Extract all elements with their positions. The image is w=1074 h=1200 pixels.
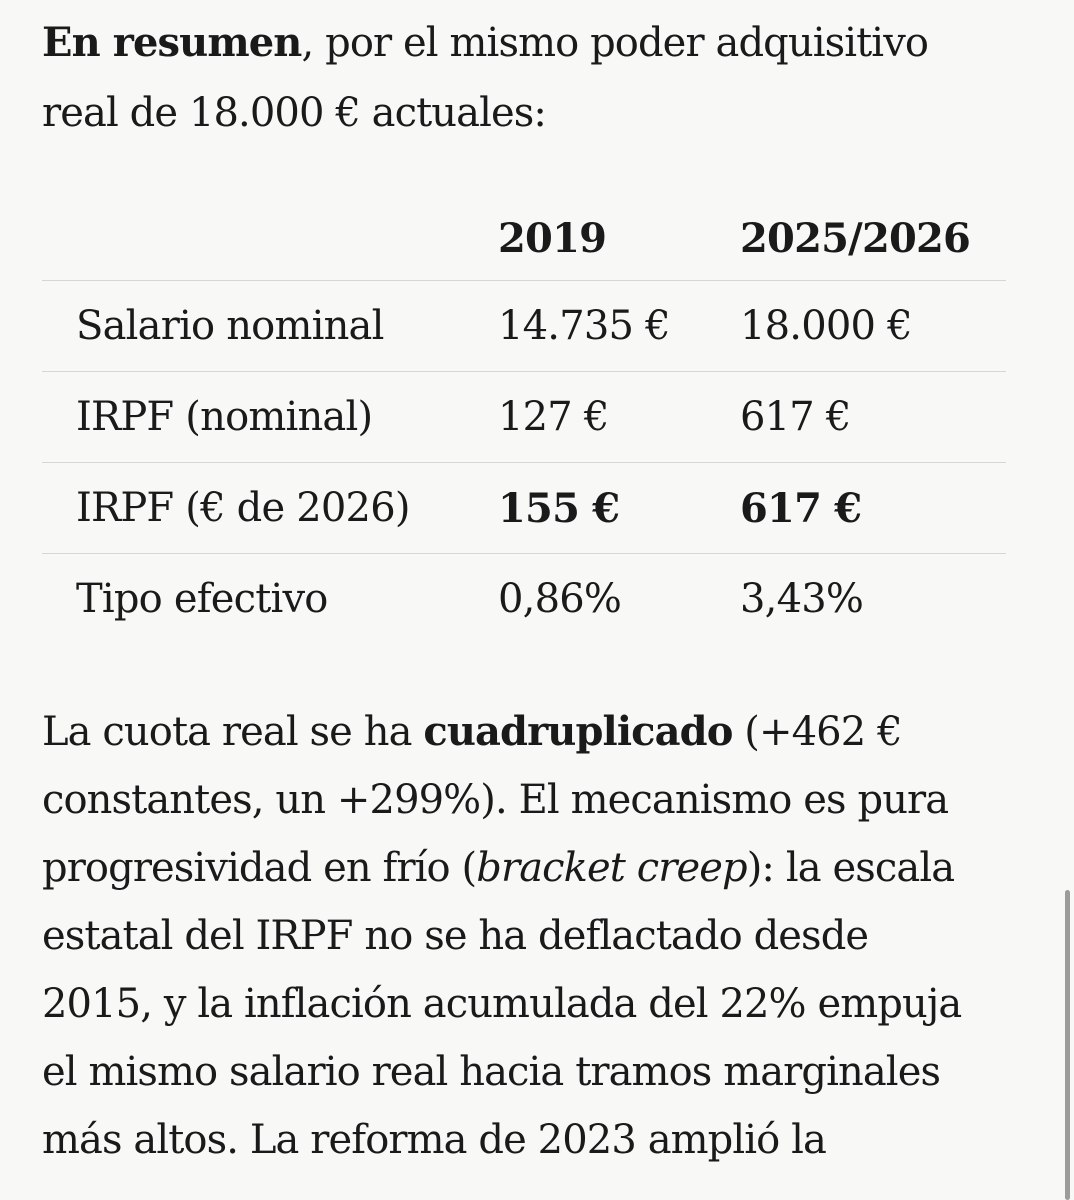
table-header-row: 2019 2025/2026 xyxy=(42,196,1006,281)
value-2019: 155 € xyxy=(498,462,740,554)
intro-lead: En resumen xyxy=(42,19,302,66)
body-line3-a: progresividad en frío ( xyxy=(42,845,477,891)
value-2026: 617 € xyxy=(740,462,1006,554)
value-2019: 127 € xyxy=(498,371,740,463)
table-row-irpf-nominal: IRPF (nominal) 127 € 617 € xyxy=(42,371,1006,463)
body-line1-a: La cuota real se ha xyxy=(42,709,424,755)
row-label: IRPF (nominal) xyxy=(42,371,498,463)
intro-paragraph: En resumen, por el mismo poder adquisiti… xyxy=(42,8,1032,148)
header-2019: 2019 xyxy=(498,214,607,262)
row-label: Salario nominal xyxy=(42,280,498,372)
header-2025-2026: 2025/2026 xyxy=(740,214,971,262)
table-row-irpf-constant: IRPF (€ de 2026) 155 € 617 € xyxy=(42,462,1006,554)
body-line3-c: ): la escala xyxy=(746,845,955,891)
body-line1-c: (+462 € xyxy=(732,709,902,755)
row-label: Tipo efectivo xyxy=(42,553,498,644)
header-empty xyxy=(42,196,498,281)
value-2026: 3,43% xyxy=(740,553,1006,644)
scrollbar-thumb[interactable] xyxy=(1065,890,1070,1200)
body-paragraph: La cuota real se ha cuadruplicado (+462 … xyxy=(42,698,962,1174)
value-2026: 617 € xyxy=(740,371,1006,463)
table-row-tipo-efectivo: Tipo efectivo 0,86% 3,43% xyxy=(42,553,1006,644)
body-line5: 2015, y la inflación acumulada del 22% e… xyxy=(42,981,962,1027)
row-label: IRPF (€ de 2026) xyxy=(42,462,498,554)
article-content: En resumen, por el mismo poder adquisiti… xyxy=(42,8,1032,1163)
body-italic-bracket-creep: bracket creep xyxy=(476,845,747,891)
body-line4: estatal del IRPF no se ha deflactado des… xyxy=(42,913,869,959)
summary-table: 2019 2025/2026 Salario nominal 14.735 € … xyxy=(42,196,1006,644)
table-row-salario-nominal: Salario nominal 14.735 € 18.000 € xyxy=(42,280,1006,372)
value-2019: 14.735 € xyxy=(498,280,740,372)
body-line2: constantes, un +299%). El mecanismo es p… xyxy=(42,777,949,823)
value-2026: 18.000 € xyxy=(740,280,1006,372)
intro-line2: real de 18.000 € actuales: xyxy=(42,90,547,136)
body-line6: el mismo salario real hacia tramos margi… xyxy=(42,1049,941,1095)
body-emphasis-cuadruplicado: cuadruplicado xyxy=(423,708,733,755)
body-line7: más altos. La reforma de 2023 amplió la xyxy=(42,1117,827,1163)
value-2019: 0,86% xyxy=(498,553,740,644)
intro-line1-rest: , por el mismo poder adquisitivo xyxy=(301,20,929,66)
